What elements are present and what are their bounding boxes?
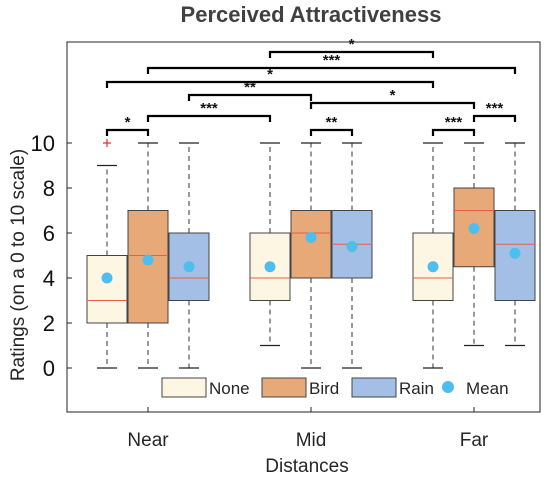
y-tick-label: 4 [43,266,55,291]
outlier-marker [103,139,111,147]
significance-bracket [309,128,354,136]
box-bird [127,210,169,324]
significance-bracket [146,66,517,74]
x-tick-label: Far [460,430,489,451]
mean-point [427,261,439,273]
significance-label: ** [244,79,256,96]
significance-bracket [146,114,272,122]
x-tick-label: Mid [296,430,327,451]
x-axis-label: Distances [265,456,348,477]
legend-box [149,374,538,400]
significance-label: * [349,36,355,53]
significance-bracket [268,50,435,58]
significance-bracket [431,128,476,136]
y-tick-label: 0 [43,356,55,381]
mean-point [346,241,358,252]
significance-bracket [187,93,313,101]
significance-bracket [105,128,150,136]
legend-label: Rain [399,379,434,398]
box-bird [290,210,332,279]
mean-point [509,247,521,259]
x-tick-label: Near [127,430,169,451]
y-axis-label: Ratings (on a 0 to 10 scale) [8,149,29,381]
legend-swatch [161,377,207,398]
y-tick-label: 10 [31,131,55,156]
significance-label: *** [200,100,218,117]
significance-label: * [390,87,396,104]
legend-swatch [261,377,307,398]
legend-swatch-mean [442,381,454,393]
significance-bracket [105,80,435,88]
legend-label: Bird [309,379,339,398]
mean-point [305,232,317,243]
y-tick-label: 2 [43,311,55,336]
significance-bracket [472,114,517,122]
box-none [249,232,291,301]
y-tick-label: 6 [43,221,55,246]
significance-label: ** [326,114,338,131]
mean-point [264,261,276,273]
legend-label: Mean [466,379,509,398]
axes-frame [66,41,541,413]
box-none [86,255,128,324]
legend-label: None [209,379,250,398]
legend: None Bird Rain Mean [149,374,538,400]
significance-label: *** [323,52,341,69]
y-tick-label: 8 [43,176,55,201]
mean-point [468,223,480,234]
significance-label: * [125,114,131,131]
significance-label: *** [486,100,504,117]
chart-title: Perceived Attractiveness [181,2,442,27]
significance-label: *** [445,114,463,131]
significance-label: * [267,66,273,83]
legend-swatch [351,377,397,398]
mean-point [183,261,195,273]
mean-point [142,254,154,266]
mean-point [101,272,113,284]
significance-bracket [309,101,476,109]
